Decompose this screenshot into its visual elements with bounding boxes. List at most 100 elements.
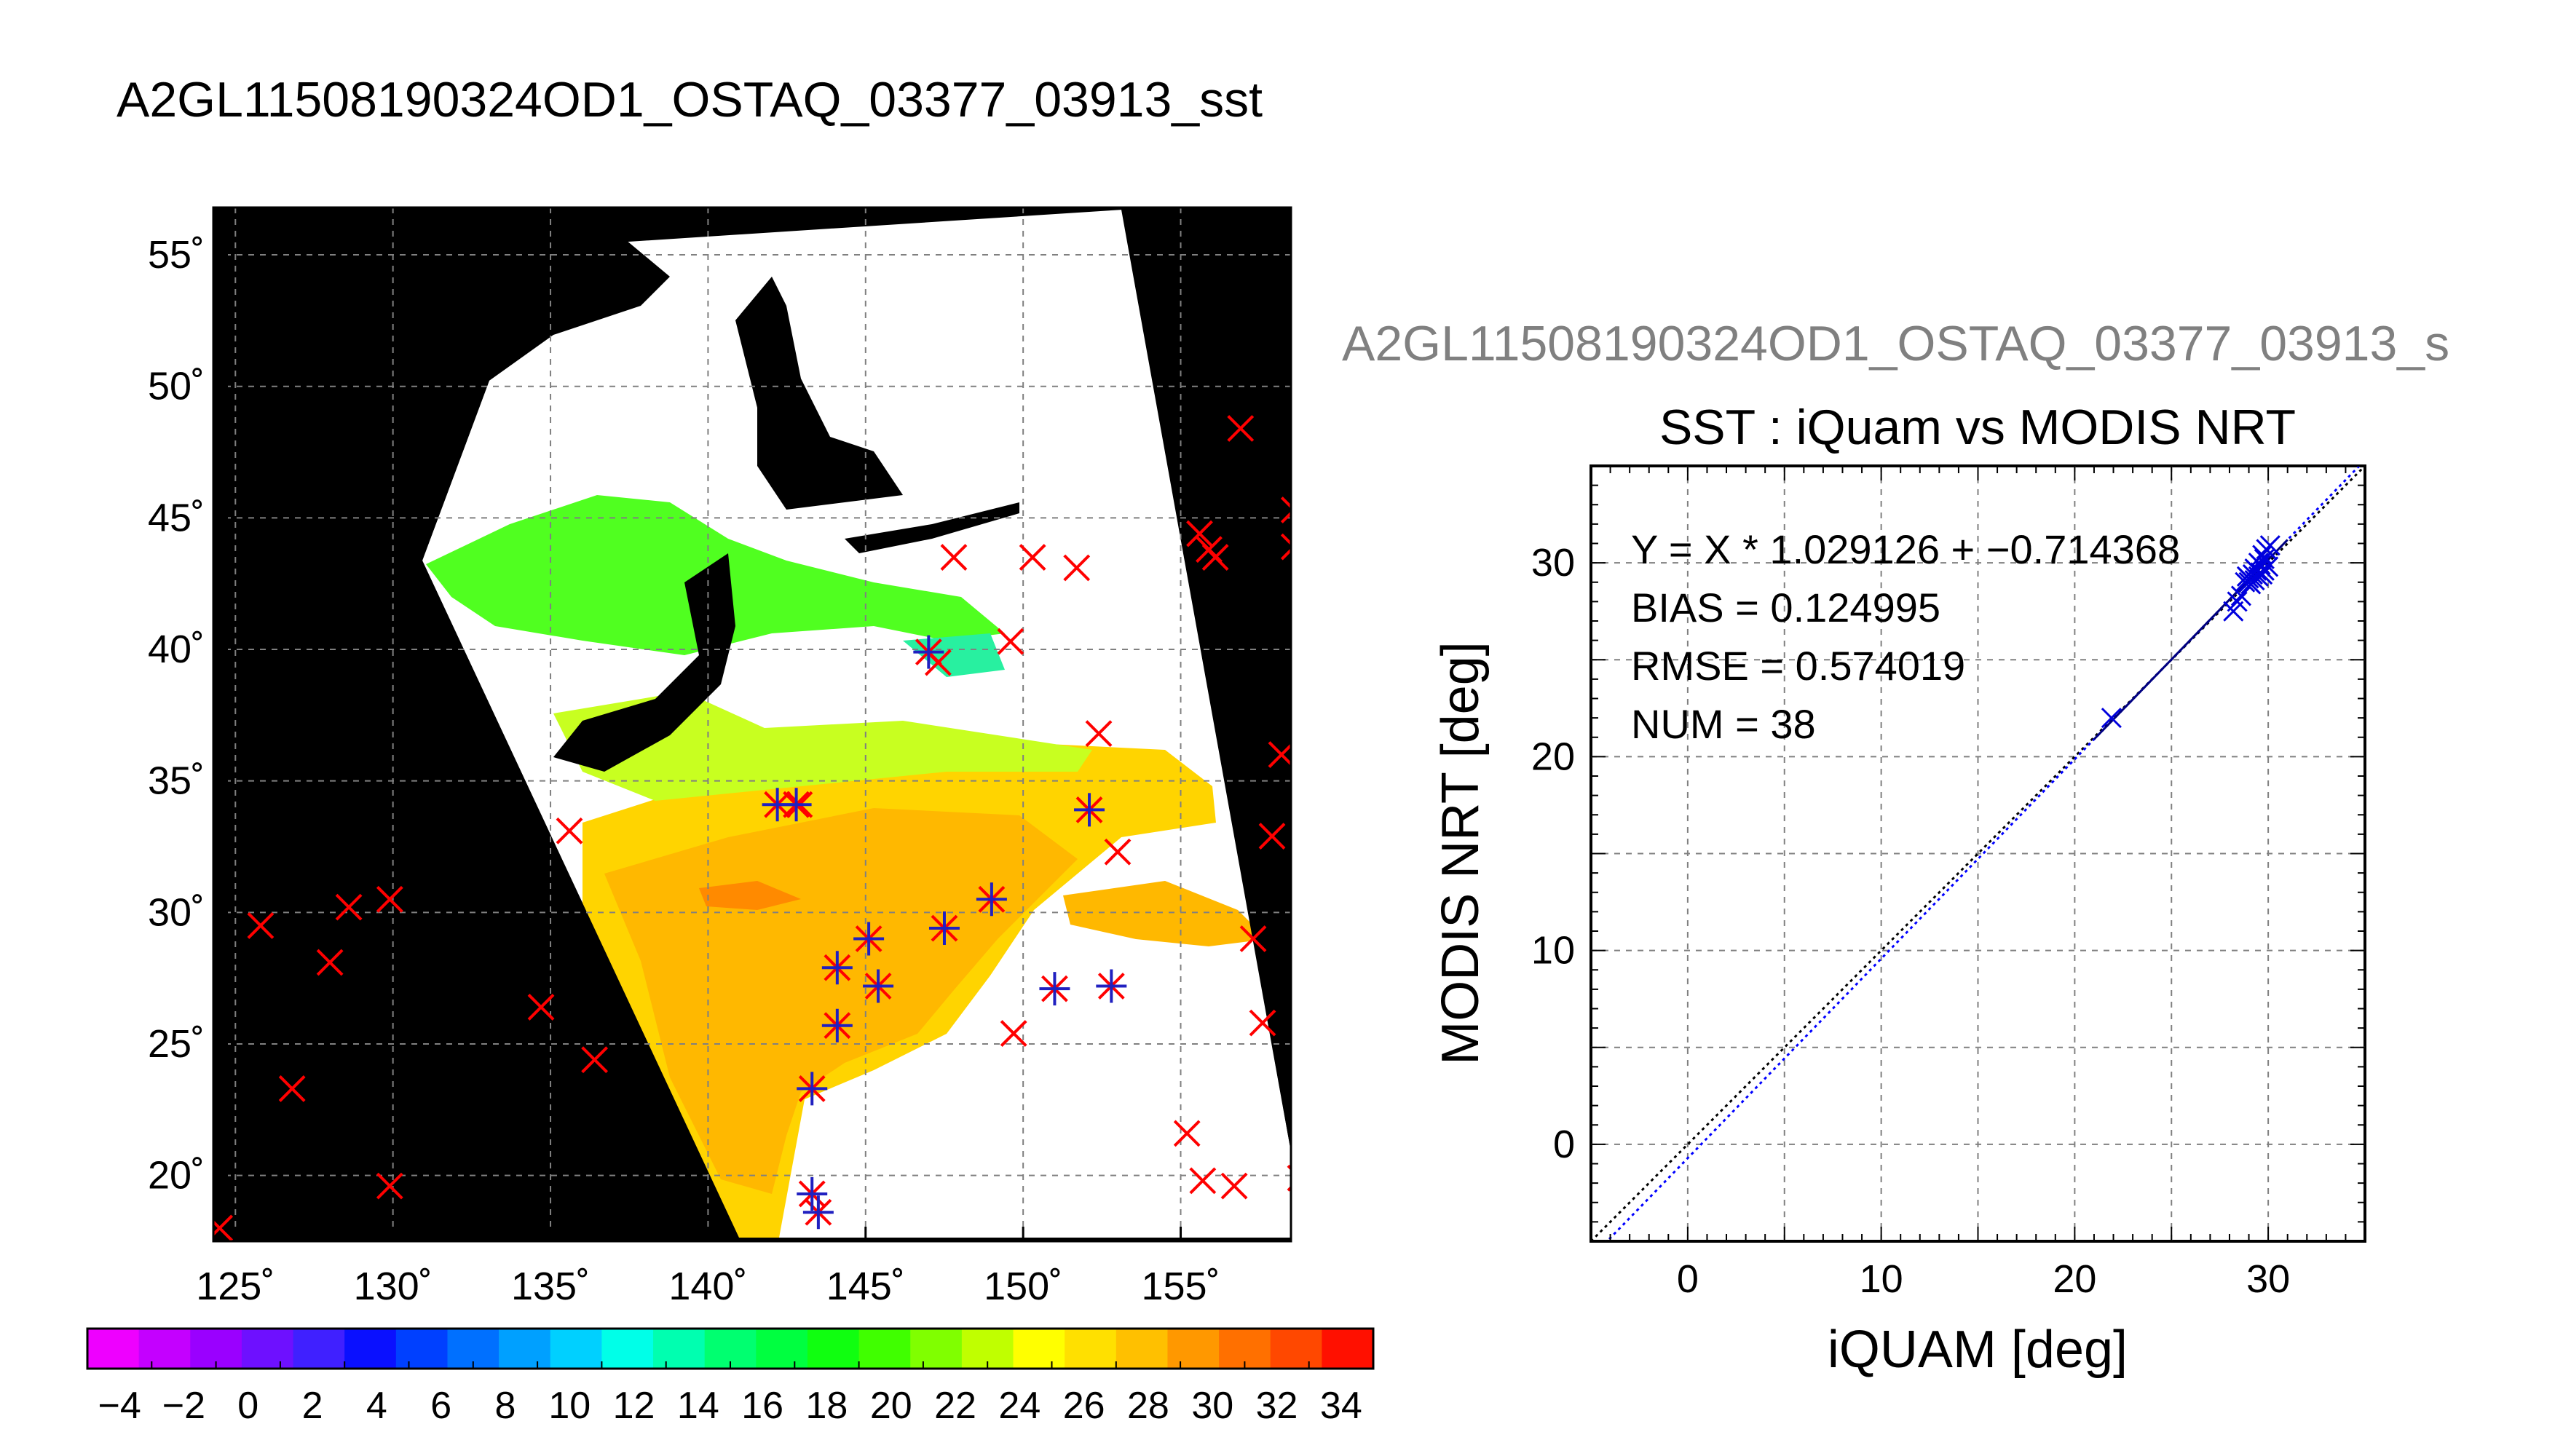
colorbar-tick-label: 28: [1127, 1385, 1169, 1427]
iquam-marker-stroke: [1085, 720, 1113, 748]
iquam-marker-stroke: [924, 649, 952, 676]
iquam-marker: [1201, 544, 1229, 571]
colorbar-tick-label: 0: [237, 1385, 258, 1427]
iquam-marker: [1268, 741, 1291, 768]
scatter-annotation: BIAS = 0.124995: [1631, 585, 1940, 630]
honshu: [553, 553, 735, 772]
map-y-tick-label: 30˚: [148, 890, 205, 934]
matched-marker: [821, 1008, 853, 1042]
map-y-tick-label: 20˚: [148, 1154, 205, 1198]
scatter-point-stroke: [2250, 562, 2271, 583]
iquam-marker: [1104, 838, 1132, 866]
iquam-marker-stroke: [213, 1214, 234, 1237]
iquam-marker-stroke: [581, 1046, 609, 1074]
iquam-marker: [213, 1214, 234, 1241]
colorbar-tick-label: 8: [494, 1385, 516, 1427]
iquam-marker-stroke: [247, 911, 275, 939]
colorbar-tick-label: −2: [162, 1385, 205, 1427]
colorbar-tick-label: 30: [1191, 1385, 1233, 1427]
map-tick-labels: 125˚ 130˚ 135˚ 140˚ 145˚ 150˚ 155˚ 20˚ 25˚ 30˚ 35˚…: [148, 233, 1220, 1308]
map-grid: [213, 207, 1291, 1241]
scatter-ylabel: MODIS NRT [deg]: [1431, 641, 1490, 1065]
matched-marker: [928, 911, 960, 946]
matched-marker: [797, 1072, 828, 1106]
scatter-point: [2227, 591, 2248, 612]
iquam-marker-stroke: [376, 885, 403, 913]
matched-marker: [1074, 793, 1105, 827]
colorbar-swatch: [653, 1329, 706, 1369]
colorbar-tick-label: 2: [302, 1385, 323, 1427]
iquam-marker: [527, 994, 555, 1021]
scatter-y-tick-label: 30: [1531, 541, 1575, 585]
scatter-points: [2101, 535, 2280, 729]
matched-marker: [781, 788, 812, 822]
colorbar-swatch: [87, 1329, 140, 1369]
iquam-marker-stroke: [335, 893, 363, 921]
iquam-marker-stroke: [1280, 511, 1291, 523]
scatter-grid: [1591, 466, 2365, 1241]
sst-band-32: [699, 881, 801, 910]
main-title: A2GL11508190324OD1_OSTAQ_03377_03913_sst: [117, 72, 1263, 127]
iquam-marker-stroke: [1019, 544, 1046, 571]
matched-marker: [853, 922, 885, 956]
scatter-point: [2236, 566, 2257, 587]
matched-marker: [821, 951, 853, 985]
iquam-marker: [1189, 1167, 1217, 1195]
iquam-marker-stroke: [1227, 415, 1255, 442]
iquam-marker: [1085, 720, 1113, 748]
map-x-tick-label: 125˚: [196, 1265, 275, 1308]
map-x-tick-label: 135˚: [511, 1265, 590, 1308]
colorbar-swatch: [1065, 1329, 1117, 1369]
matched-marker: [1096, 969, 1127, 1003]
iquam-marker-stroke: [1258, 823, 1286, 850]
colorbar-tick-label: 4: [366, 1385, 387, 1427]
iquam-marker: [278, 1075, 306, 1102]
iquam-marker: [1280, 533, 1291, 561]
colorbar-swatch: [756, 1329, 808, 1369]
iquam-marker: [581, 1046, 609, 1074]
colorbar-swatch: [601, 1329, 654, 1369]
kuril-islands: [845, 502, 1019, 553]
scatter-point-stroke: [2227, 591, 2248, 612]
colorbar-swatch: [1115, 1329, 1168, 1369]
identity-line: [1591, 466, 2365, 1241]
sst-map: 125˚ 130˚ 135˚ 140˚ 145˚ 150˚ 155˚ 20˚ 25˚ 30˚ 35˚…: [148, 206, 1292, 1308]
colorbar-swatch: [241, 1329, 294, 1369]
scatter-annotation: Y = X * 1.029126 + −0.714368: [1631, 526, 2180, 572]
iquam-marker-stroke: [1000, 1020, 1027, 1047]
iquam-marker-stroke: [376, 1172, 403, 1200]
iquam-marker: [1220, 1172, 1248, 1200]
iquam-marker-stroke: [1173, 1120, 1201, 1147]
colorbar-swatch: [395, 1329, 448, 1369]
scatter-x-tick-label: 30: [2246, 1257, 2290, 1301]
matched-marker: [913, 635, 944, 669]
sst-band-26: [553, 692, 1092, 801]
colorbar-tick-label: 22: [934, 1385, 976, 1427]
iquam-marker: [1019, 544, 1046, 571]
scatter-ticks: 0 10 20 30 0 10 20 30: [1531, 465, 2366, 1301]
iquam-marker: [997, 628, 1024, 655]
colorbar-tick-label: 20: [870, 1385, 912, 1427]
scatter-point: [2238, 571, 2259, 593]
sst-band-30-east: [1063, 881, 1267, 946]
iquam-marker-stroke: [1063, 554, 1091, 582]
iquam-marker: [940, 544, 968, 571]
colorbar-swatch: [1013, 1329, 1065, 1369]
iquam-marker-stroke: [316, 949, 344, 976]
iquam-marker-stroke: [1104, 838, 1132, 866]
iquam-marker-stroke: [1186, 520, 1213, 547]
scatter-title: SST : iQuam vs MODIS NRT: [1659, 400, 2296, 455]
colorbar-swatch: [807, 1329, 860, 1369]
map-y-tick-label: 50˚: [148, 365, 205, 408]
colorbar-tick-label: 26: [1063, 1385, 1105, 1427]
colorbar: −4 −2 0 2 4 6 8 10 12 14 16 18 20 22 24 26 28 30 32 34: [86, 1327, 1375, 1427]
colorbar-swatch: [1322, 1329, 1374, 1369]
iquam-marker: [335, 893, 363, 921]
iquam-marker-stroke: [1201, 544, 1229, 571]
scatter-annotation: NUM = 38: [1631, 701, 1816, 747]
iquam-marker: [1239, 925, 1267, 952]
scatter-y-tick-label: 0: [1553, 1123, 1575, 1166]
colorbar-tick-label: 14: [677, 1385, 719, 1427]
iquam-marker: [1186, 520, 1213, 547]
